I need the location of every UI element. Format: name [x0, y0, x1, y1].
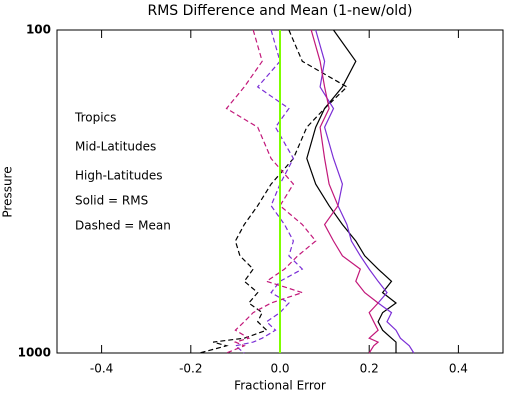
legend-entry: High-Latitudes: [75, 169, 163, 183]
rms-line: [310, 29, 380, 354]
mean-line: [234, 29, 304, 354]
rms-line: [306, 29, 398, 353]
mean-line: [199, 29, 348, 354]
mean-line: [225, 29, 317, 354]
rms-line: [315, 29, 415, 354]
annotation: Solid = RMS: [75, 194, 148, 208]
chart-title: RMS Difference and Mean (1-new/old): [147, 3, 412, 19]
y-tick-label: 1000: [18, 346, 51, 360]
x-tick-label: 0.0: [270, 362, 289, 376]
x-tick-label: 0.4: [449, 362, 468, 376]
x-tick-label: 0.2: [360, 362, 379, 376]
x-tick-label: -0.2: [179, 362, 202, 376]
x-tick-label: -0.4: [90, 362, 113, 376]
y-tick-label: 100: [26, 23, 51, 37]
y-axis-label: Pressure: [1, 166, 15, 217]
x-axis-label: Fractional Error: [234, 379, 326, 393]
annotation: Dashed = Mean: [75, 219, 171, 233]
legend-entry: Tropics: [74, 111, 116, 125]
legend-entry: Mid-Latitudes: [75, 140, 156, 154]
